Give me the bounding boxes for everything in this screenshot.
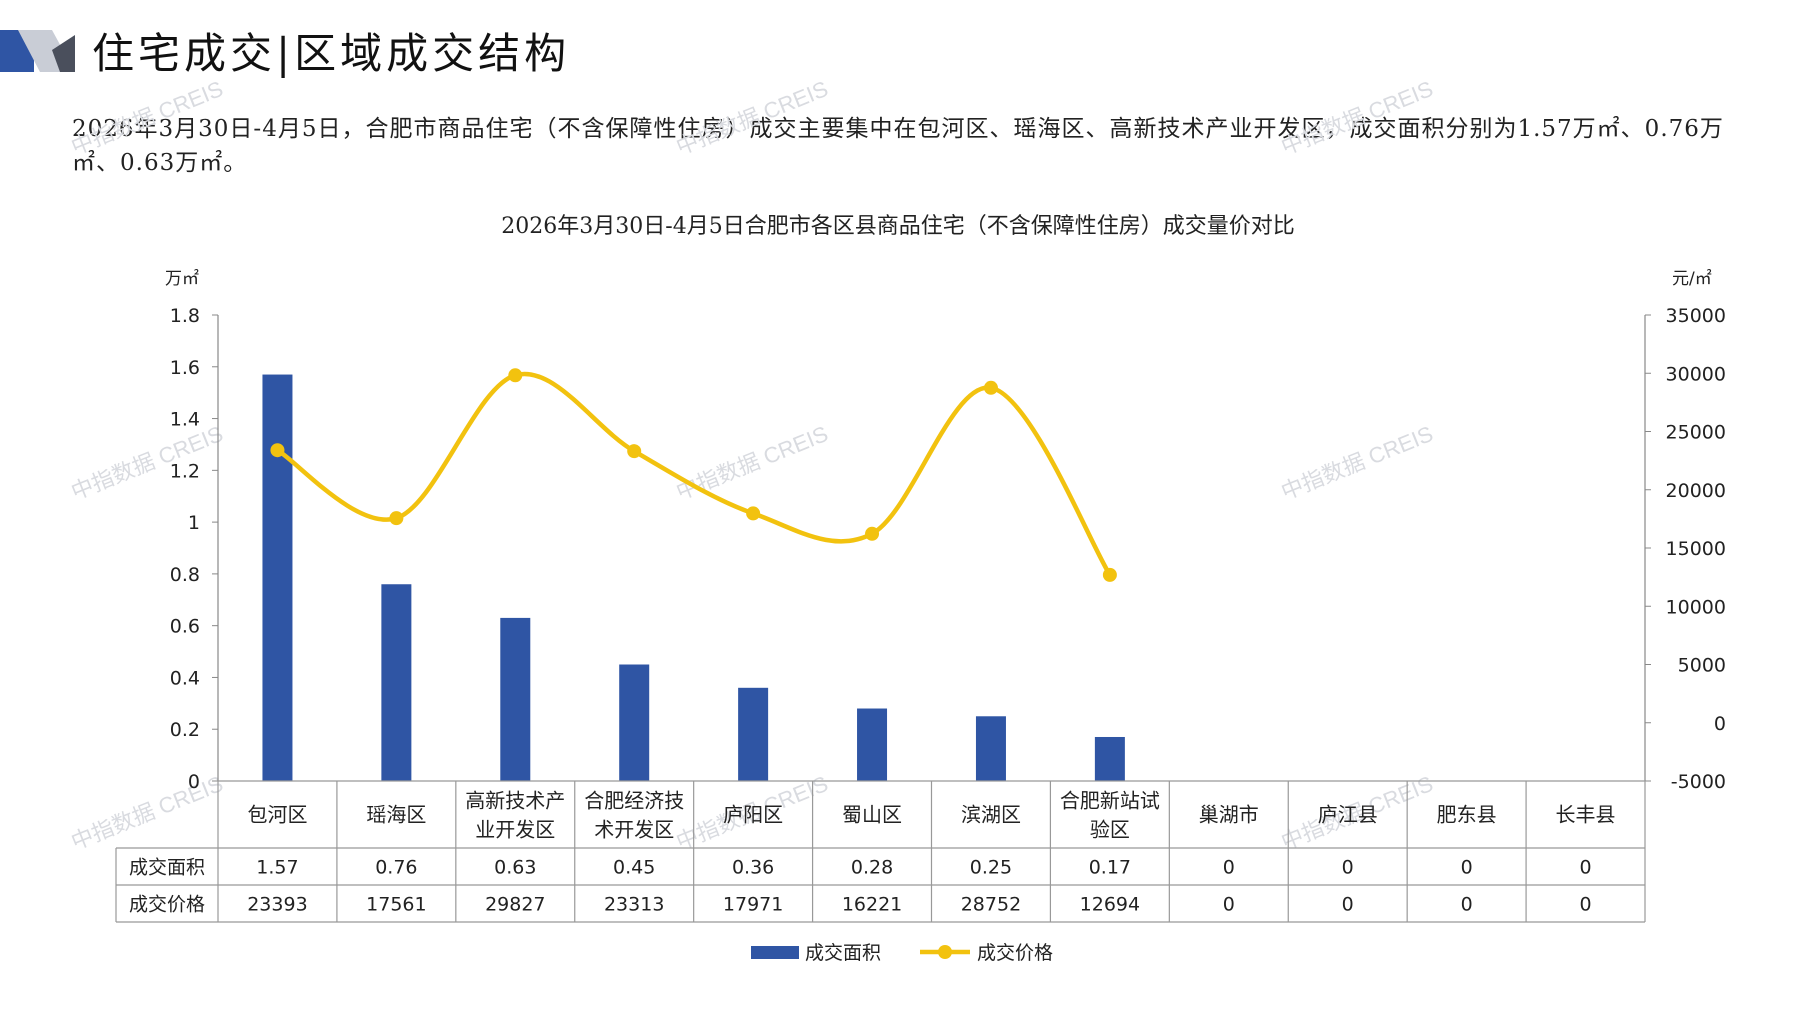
right-tick-label: 15000 [1666,538,1726,560]
table-row-header: 成交面积 [129,857,205,879]
price-point [627,444,642,459]
watermark-text: 中指数据 CREIS [673,421,832,505]
watermark-text: 中指数据 CREIS [1278,421,1437,505]
table-cell: 0 [1579,857,1591,879]
table-cell: 0 [1223,857,1235,879]
right-axis-unit: 元/㎡ [1672,269,1712,289]
legend-label-price: 成交价格 [977,942,1053,964]
table-cell: 0.63 [494,857,536,879]
price-point [746,506,761,521]
table-cell: 29827 [485,894,545,916]
right-tick-label: 10000 [1666,596,1726,618]
left-tick-label: 1.4 [170,409,200,431]
bar [262,374,293,781]
category-label: 合肥经济技 [584,789,684,813]
table-cell: 17561 [366,894,426,916]
table-cell: 17971 [723,894,783,916]
table-cell: 0 [1461,894,1473,916]
category-label: 包河区 [247,803,307,827]
right-tick-label: 35000 [1666,305,1726,327]
category-label: 巢湖市 [1199,803,1259,827]
table-cell: 12694 [1080,894,1140,916]
bar-series [262,374,1125,781]
category-label: 蜀山区 [842,803,902,827]
table-cell: 0.25 [970,857,1012,879]
left-tick-label: 1.8 [170,305,200,327]
right-tick-label: 30000 [1666,363,1726,385]
left-tick-label: 1.2 [170,460,200,482]
watermark-text: 中指数据 CREIS [68,771,227,855]
bar [619,664,650,781]
left-tick-label: 0.8 [170,564,200,586]
left-tick-label: 0.6 [170,616,200,638]
table-cell: 0.45 [613,857,655,879]
price-point [983,380,998,395]
left-tick-label: 0.2 [170,719,200,741]
table-cell: 0.76 [375,857,417,879]
watermark-text: 中指数据 CREIS [68,76,227,160]
bar [738,687,769,781]
legend-line-marker [938,945,952,959]
bar [500,617,531,781]
price-point [865,526,880,541]
chart-title: 2026年3月30日-4月5日合肥市各区县商品住宅（不含保障性住房）成交量价对比 [501,214,1294,239]
category-label: 滨湖区 [961,803,1021,827]
category-label: 肥东县 [1437,803,1497,827]
table-cell: 0.17 [1089,857,1131,879]
table-cell: 0 [1342,857,1354,879]
table-cell: 0.36 [732,857,774,879]
table-cell: 16221 [842,894,902,916]
header-logo [0,30,75,72]
table-cell: 0 [1223,894,1235,916]
watermark-text: 中指数据 CREIS [673,76,832,160]
right-tick-label: 0 [1714,713,1726,735]
table-cell: 23313 [604,894,664,916]
right-tick-label: 5000 [1678,655,1726,677]
category-label: 术开发区 [594,818,674,842]
table-cell: 0 [1579,894,1591,916]
legend: 成交面积 成交价格 [751,942,1053,964]
category-label: 庐阳区 [723,803,783,827]
table-row-header: 成交价格 [129,894,205,916]
right-tick-label: 25000 [1666,422,1726,444]
page-title: 住宅成交|区域成交结构 [92,29,571,78]
table-cell: 23393 [247,894,307,916]
table-cell: 1.57 [256,857,298,879]
line-series [270,368,1117,582]
watermark-text: 中指数据 CREIS [1278,76,1437,160]
table-cell: 28752 [961,894,1021,916]
axes: 0 0.2 0.4 0.6 0.8 1 1.2 1.4 1.6 1.8 -5000 0 5000 1000… [170,305,1726,793]
legend-bar-swatch [751,946,799,959]
left-tick-label: 1.6 [170,357,200,379]
category-label: 长丰县 [1556,803,1616,827]
bar [857,708,888,781]
category-label: 业开发区 [475,818,555,842]
table-cell: 0 [1461,857,1473,879]
right-tick-label: 20000 [1666,480,1726,502]
table-cell: 0 [1342,894,1354,916]
category-label: 验区 [1090,818,1130,842]
right-tick-label: -5000 [1671,771,1726,793]
left-tick-label: 0 [188,771,200,793]
summary-text: 2026年3月30日-4月5日，合肥市商品住宅（不含保障性住房）成交主要集中在包… [72,116,1724,176]
price-point [508,368,523,383]
bar [975,716,1006,781]
bar [381,584,412,781]
left-tick-label: 1 [188,512,200,534]
left-tick-label: 0.4 [170,667,200,689]
price-point [389,511,404,526]
category-label: 高新技术产 [465,789,565,813]
category-label: 庐江县 [1318,803,1378,827]
legend-label-area: 成交面积 [805,942,881,964]
price-point [270,443,285,458]
category-label: 瑶海区 [366,803,426,827]
category-label: 合肥新站试 [1060,789,1160,813]
bar [1094,736,1125,781]
price-point [1102,567,1117,582]
table-cell: 0.28 [851,857,893,879]
left-axis-unit: 万㎡ [165,269,199,289]
watermark-text: 中指数据 CREIS [68,421,227,505]
